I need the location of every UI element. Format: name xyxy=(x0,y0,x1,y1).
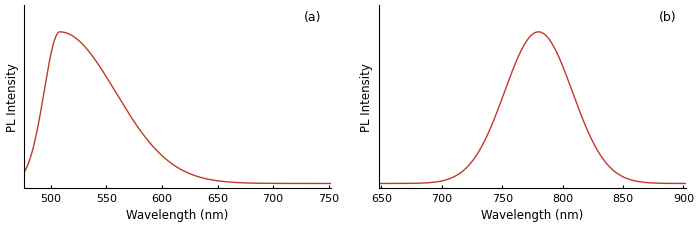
X-axis label: Wavelength (nm): Wavelength (nm) xyxy=(127,209,229,222)
Y-axis label: PL Intensity: PL Intensity xyxy=(360,63,374,131)
Text: (b): (b) xyxy=(659,11,677,24)
Y-axis label: PL Intensity: PL Intensity xyxy=(6,63,19,131)
X-axis label: Wavelength (nm): Wavelength (nm) xyxy=(482,209,584,222)
Text: (a): (a) xyxy=(304,11,322,24)
